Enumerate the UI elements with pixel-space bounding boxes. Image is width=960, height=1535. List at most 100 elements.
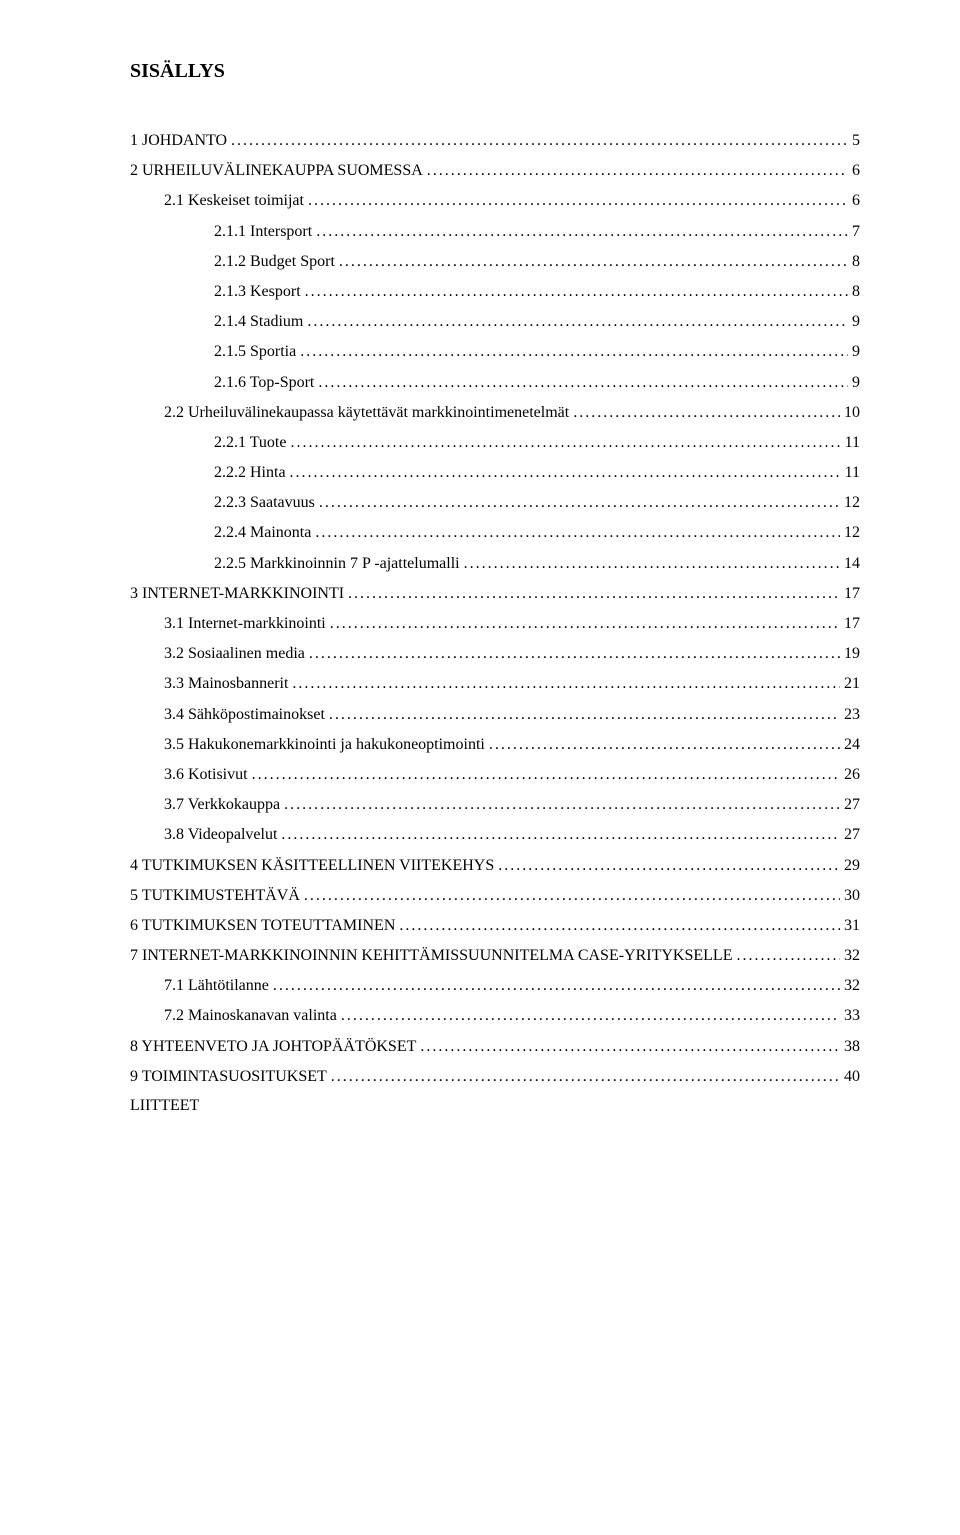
toc-dot-leader — [331, 1067, 840, 1086]
toc-row: 3.6 Kotisivut 26 — [130, 765, 860, 784]
toc-entry-label: 6 TUTKIMUKSEN TOTEUTTAMINEN — [130, 916, 399, 935]
toc-dot-leader — [399, 916, 840, 935]
toc-entry-label: 2.1.2 Budget Sport — [214, 252, 339, 271]
toc-entry-label: 2.1.5 Sportia — [214, 342, 300, 361]
toc-row: 2 URHEILUVÄLINEKAUPPA SUOMESSA6 — [130, 161, 860, 180]
toc-entry-label: 7.1 Lähtötilanne — [164, 976, 273, 995]
toc-entry-page: 30 — [840, 886, 860, 905]
toc-dot-leader — [464, 554, 840, 573]
toc-entry-page: 11 — [841, 463, 860, 482]
toc-entry-page: 40 — [840, 1067, 860, 1086]
toc-entry-page: 9 — [848, 342, 860, 361]
toc-entry-label: 1 JOHDANTO — [130, 131, 231, 150]
toc-row: 3.2 Sosiaalinen media19 — [130, 644, 860, 663]
toc-entry-page: 12 — [840, 493, 860, 512]
toc-row: 2.1 Keskeiset toimijat6 — [130, 191, 860, 210]
toc-dot-leader — [573, 403, 840, 422]
toc-row: 3.4 Sähköpostimainokset23 — [130, 705, 860, 724]
toc-row: 3.1 Internet-markkinointi 17 — [130, 614, 860, 633]
toc-entry-label: 2.1.3 Kesport — [214, 282, 305, 301]
toc-row: 2.1.3 Kesport 8 — [130, 282, 860, 301]
toc-row: 7 INTERNET-MARKKINOINNIN KEHITTÄMISSUUNN… — [130, 946, 860, 965]
toc-row: 2.2.4 Mainonta 12 — [130, 523, 860, 542]
toc-dot-leader — [420, 1037, 840, 1056]
toc-entry-page: 38 — [840, 1037, 860, 1056]
toc-entry-page: 24 — [840, 735, 860, 754]
toc-entry-page: 19 — [840, 644, 860, 663]
toc-entry-label: 2.2.4 Mainonta — [214, 523, 315, 542]
toc-title: SISÄLLYS — [130, 60, 860, 83]
toc-row: 2.2.2 Hinta11 — [130, 463, 860, 482]
toc-dot-leader — [305, 282, 848, 301]
toc-entry-label: 2.1.1 Intersport — [214, 222, 316, 241]
toc-dot-leader — [290, 433, 840, 452]
toc-row: 4 TUTKIMUKSEN KÄSITTEELLINEN VIITEKEHYS 2… — [130, 856, 860, 875]
toc-entry-label: 2.2.5 Markkinoinnin 7 P -ajattelumalli — [214, 554, 464, 573]
toc-row: 2.2.3 Saatavuus 12 — [130, 493, 860, 512]
toc-row: 2.1.1 Intersport7 — [130, 222, 860, 241]
toc-entry-page: 32 — [840, 946, 860, 965]
toc-entry-label: 3.3 Mainosbannerit — [164, 674, 292, 693]
toc-row: 2.1.6 Top-Sport9 — [130, 373, 860, 392]
toc-row: 3.3 Mainosbannerit 21 — [130, 674, 860, 693]
toc-entry-page: 17 — [840, 614, 860, 633]
toc-dot-leader — [316, 222, 848, 241]
toc-dot-leader — [300, 342, 848, 361]
toc-row: 2.1.2 Budget Sport8 — [130, 252, 860, 271]
toc-row: 3.7 Verkkokauppa27 — [130, 795, 860, 814]
toc-dot-leader — [348, 584, 840, 603]
toc-entry-page: 11 — [841, 433, 860, 452]
toc-body: 1 JOHDANTO5 2 URHEILUVÄLINEKAUPPA SUOMESS… — [130, 131, 860, 1086]
toc-row: 2.1.5 Sportia 9 — [130, 342, 860, 361]
toc-entry-page: 8 — [848, 282, 860, 301]
toc-row: 2.2.1 Tuote 11 — [130, 433, 860, 452]
toc-dot-leader — [307, 312, 848, 331]
toc-entry-label: 3.1 Internet-markkinointi — [164, 614, 330, 633]
toc-entry-label: 2.1.4 Stadium — [214, 312, 307, 331]
toc-row: 2.1.4 Stadium 9 — [130, 312, 860, 331]
toc-row: 1 JOHDANTO5 — [130, 131, 860, 150]
toc-row: 3.8 Videopalvelut 27 — [130, 825, 860, 844]
toc-entry-label: 3.7 Verkkokauppa — [164, 795, 284, 814]
toc-row: 2.2.5 Markkinoinnin 7 P -ajattelumalli 14 — [130, 554, 860, 573]
toc-dot-leader — [304, 886, 840, 905]
toc-dot-leader — [339, 252, 848, 271]
toc-entry-label: 3.8 Videopalvelut — [164, 825, 281, 844]
toc-dot-leader — [489, 735, 840, 754]
toc-appendix: LIITTEET — [130, 1097, 860, 1115]
toc-entry-label: 4 TUTKIMUKSEN KÄSITTEELLINEN VIITEKEHYS — [130, 856, 498, 875]
toc-entry-page: 21 — [840, 674, 860, 693]
toc-entry-label: 3.5 Hakukonemarkkinointi ja hakukoneopti… — [164, 735, 489, 754]
toc-entry-page: 33 — [840, 1006, 860, 1025]
toc-entry-page: 27 — [840, 825, 860, 844]
toc-entry-label: 2.1 Keskeiset toimijat — [164, 191, 308, 210]
toc-row: 7.2 Mainoskanavan valinta 33 — [130, 1006, 860, 1025]
toc-entry-page: 9 — [848, 373, 860, 392]
toc-entry-label: 2.2.1 Tuote — [214, 433, 290, 452]
toc-entry-label: 7.2 Mainoskanavan valinta — [164, 1006, 341, 1025]
toc-entry-page: 14 — [840, 554, 860, 573]
toc-row: 6 TUTKIMUKSEN TOTEUTTAMINEN 31 — [130, 916, 860, 935]
toc-entry-label: 3 INTERNET-MARKKINOINTI — [130, 584, 348, 603]
toc-dot-leader — [329, 705, 840, 724]
toc-entry-label: 8 YHTEENVETO JA JOHTOPÄÄTÖKSET — [130, 1037, 420, 1056]
toc-dot-leader — [330, 614, 840, 633]
toc-row: 9 TOIMINTASUOSITUKSET40 — [130, 1067, 860, 1086]
toc-entry-page: 26 — [840, 765, 860, 784]
toc-entry-label: 2.2.3 Saatavuus — [214, 493, 319, 512]
toc-dot-leader — [427, 161, 848, 180]
toc-entry-label: 3.6 Kotisivut — [164, 765, 252, 784]
toc-row: 2.2 Urheiluvälinekaupassa käytettävät ma… — [130, 403, 860, 422]
toc-dot-leader — [498, 856, 840, 875]
toc-row: 3.5 Hakukonemarkkinointi ja hakukoneopti… — [130, 735, 860, 754]
toc-dot-leader — [231, 131, 848, 150]
toc-entry-page: 31 — [840, 916, 860, 935]
toc-entry-page: 10 — [840, 403, 860, 422]
toc-entry-page: 12 — [840, 523, 860, 542]
toc-entry-page: 9 — [848, 312, 860, 331]
toc-dot-leader — [281, 825, 840, 844]
toc-entry-label: 5 TUTKIMUSTEHTÄVÄ — [130, 886, 304, 905]
toc-entry-page: 29 — [840, 856, 860, 875]
toc-dot-leader — [315, 523, 840, 542]
toc-dot-leader — [318, 373, 848, 392]
